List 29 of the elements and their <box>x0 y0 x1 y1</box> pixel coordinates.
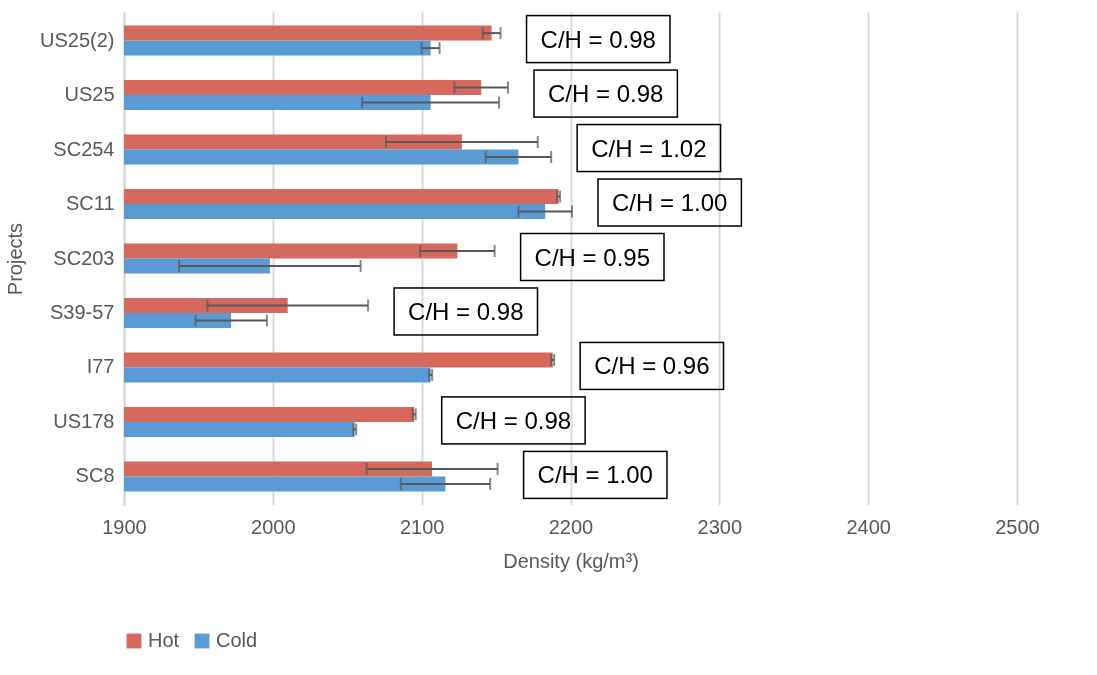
legend-label: Hot <box>148 629 180 651</box>
y-axis-title: Projects <box>4 222 27 296</box>
annotation: C/H = 0.98 <box>408 297 524 325</box>
y-tick-label: S39-57 <box>50 300 115 323</box>
x-tick-label: 2100 <box>399 515 445 538</box>
y-tick-label: US25 <box>64 83 115 106</box>
x-axis-title: Density (kg/m³) <box>503 549 639 572</box>
y-tick-label: SC8 <box>75 464 115 487</box>
annotation: C/H = 1.00 <box>537 461 653 489</box>
annotation: C/H = 1.00 <box>611 189 728 217</box>
x-tick-label: 2300 <box>697 515 743 538</box>
y-tick-label: SC254 <box>53 137 115 160</box>
y-tick-label: I77 <box>86 355 115 378</box>
y-tick-label: US25(2) <box>40 28 115 51</box>
legend-label: Cold <box>216 629 258 651</box>
annotation: C/H = 0.98 <box>547 80 664 108</box>
x-tick-label: 2500 <box>995 515 1040 538</box>
x-tick-label: 2000 <box>251 515 296 538</box>
annotation: C/H = 0.98 <box>455 406 572 434</box>
annotation: C/H = 1.02 <box>591 134 707 162</box>
y-tick-label: SC203 <box>53 246 115 269</box>
x-tick-label: 2400 <box>846 515 891 538</box>
annotation: C/H = 0.96 <box>594 352 710 380</box>
annotation: C/H = 0.98 <box>540 25 656 53</box>
x-tick-label: 2200 <box>548 515 594 538</box>
x-tick-label: 1900 <box>102 515 147 538</box>
y-tick-label: US178 <box>53 409 115 432</box>
y-tick-label: SC11 <box>65 192 115 215</box>
annotation: C/H = 0.95 <box>534 243 650 271</box>
